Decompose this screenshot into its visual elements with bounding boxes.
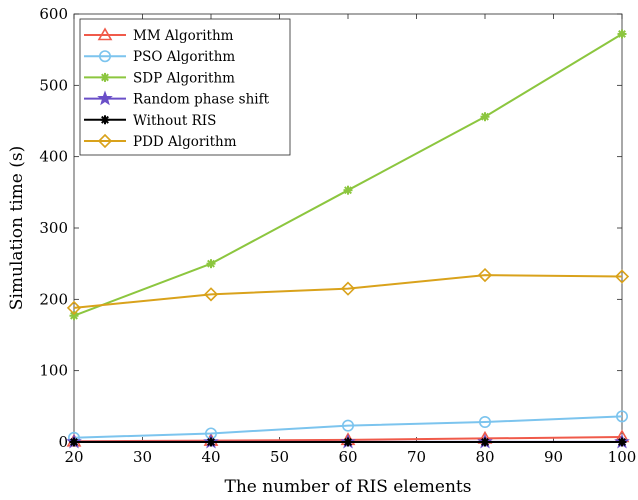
y-tick-label: 300 bbox=[39, 219, 68, 237]
legend-label: Without RIS bbox=[133, 113, 216, 129]
data-point bbox=[69, 437, 79, 447]
legend-entry: PSO Algorithm bbox=[84, 49, 235, 65]
x-tick-label: 20 bbox=[64, 448, 83, 466]
y-tick-label: 600 bbox=[39, 5, 68, 23]
data-point bbox=[617, 29, 627, 39]
y-tick-label: 0 bbox=[58, 433, 68, 451]
x-axis-label: The number of RIS elements bbox=[225, 477, 472, 497]
legend-marker bbox=[97, 90, 113, 106]
data-point bbox=[480, 437, 490, 447]
series-layer bbox=[66, 29, 630, 449]
series-5 bbox=[66, 267, 630, 316]
legend-entry: Random phase shift bbox=[84, 90, 270, 108]
legend: MM Algorithm PSO Algorithm SDP Algorithm Ra… bbox=[79, 18, 291, 156]
series-2 bbox=[69, 29, 627, 321]
legend-box bbox=[79, 18, 291, 156]
x-tick-label: 60 bbox=[338, 448, 357, 466]
legend-marker bbox=[100, 72, 110, 82]
x-tick-label: 70 bbox=[407, 448, 426, 466]
data-point bbox=[206, 259, 216, 269]
data-point bbox=[340, 281, 356, 296]
x-tick-label: 80 bbox=[475, 448, 494, 466]
series-line bbox=[73, 415, 623, 439]
legend-label: SDP Algorithm bbox=[133, 70, 235, 86]
legend-marker bbox=[99, 50, 112, 63]
x-tick-label: 30 bbox=[133, 448, 152, 466]
x-tick-label: 90 bbox=[544, 448, 563, 466]
data-point bbox=[617, 437, 627, 447]
legend-marker bbox=[97, 27, 113, 41]
data-point bbox=[343, 185, 353, 195]
legend-entry: MM Algorithm bbox=[84, 27, 234, 44]
data-point bbox=[203, 287, 219, 302]
data-point bbox=[343, 437, 353, 447]
y-tick-label: 100 bbox=[39, 362, 68, 380]
data-point bbox=[615, 410, 628, 423]
legend-label: PDD Algorithm bbox=[133, 134, 237, 150]
x-tick-label: 100 bbox=[608, 448, 637, 466]
legend-entry: SDP Algorithm bbox=[84, 70, 235, 86]
series-line bbox=[73, 274, 623, 309]
data-point bbox=[69, 311, 79, 321]
y-tick-label: 200 bbox=[39, 290, 68, 308]
data-point bbox=[477, 267, 493, 283]
legend-label: PSO Algorithm bbox=[133, 49, 235, 65]
data-point bbox=[341, 419, 354, 432]
x-tick-label: 50 bbox=[270, 448, 289, 466]
series-4 bbox=[69, 437, 627, 447]
data-point bbox=[480, 112, 490, 122]
legend-label: Random phase shift bbox=[133, 92, 270, 108]
data-point bbox=[614, 269, 630, 284]
data-point bbox=[478, 416, 491, 429]
legend-entry: Without RIS bbox=[84, 113, 216, 129]
data-point bbox=[66, 300, 82, 316]
legend-marker bbox=[97, 133, 113, 149]
y-tick-label: 400 bbox=[39, 148, 68, 166]
y-tick-label: 500 bbox=[39, 76, 68, 94]
data-point bbox=[206, 437, 216, 447]
legend-marker bbox=[100, 115, 110, 125]
legend-entry: PDD Algorithm bbox=[84, 133, 237, 150]
x-tick-label: 40 bbox=[201, 448, 220, 466]
legend-label: MM Algorithm bbox=[133, 28, 234, 44]
y-axis-label: Simulation time (s) bbox=[7, 146, 27, 310]
tick-labels: 20 30 40 50 60 70 80 90 100 0 100 200 300 400 500 600 bbox=[39, 5, 636, 466]
